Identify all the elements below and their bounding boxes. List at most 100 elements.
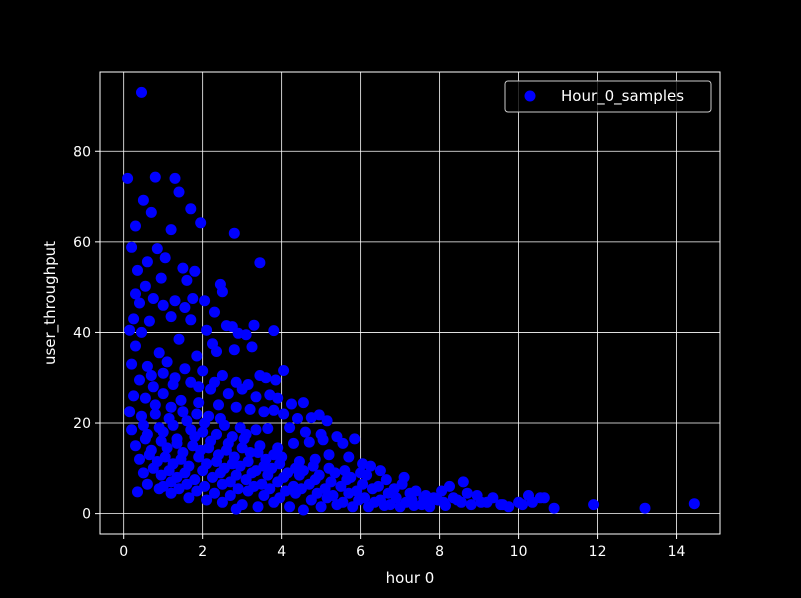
- data-point: [250, 424, 262, 436]
- x-tick-label: 10: [510, 544, 528, 560]
- data-point: [390, 492, 402, 504]
- data-point: [130, 440, 141, 452]
- data-point: [197, 426, 209, 438]
- data-point: [165, 224, 177, 236]
- data-point: [309, 474, 321, 486]
- data-point: [126, 424, 138, 436]
- data-point: [179, 363, 191, 375]
- data-point: [177, 406, 189, 418]
- data-point: [278, 365, 290, 376]
- data-point: [307, 460, 319, 472]
- data-point: [167, 419, 179, 431]
- data-point: [341, 474, 353, 486]
- data-point: [136, 86, 147, 98]
- data-point: [137, 419, 149, 431]
- data-point: [157, 299, 169, 311]
- data-point: [236, 383, 248, 395]
- data-point: [191, 408, 203, 420]
- y-tick-label: 0: [82, 507, 91, 523]
- data-point: [195, 217, 207, 229]
- data-point: [274, 458, 286, 470]
- data-point: [139, 280, 151, 292]
- data-points: [122, 86, 700, 516]
- data-point: [252, 447, 264, 458]
- data-point: [457, 476, 469, 488]
- data-point: [248, 319, 260, 331]
- data-point: [201, 324, 213, 336]
- data-point: [193, 397, 205, 409]
- data-point: [337, 437, 349, 449]
- data-point: [193, 451, 205, 463]
- data-point: [153, 347, 165, 359]
- data-point: [232, 327, 244, 339]
- legend: Hour_0_samples: [504, 80, 712, 113]
- data-point: [297, 397, 309, 409]
- data-point: [688, 498, 700, 510]
- data-point: [130, 220, 141, 232]
- data-point: [124, 406, 136, 418]
- data-point: [137, 194, 149, 206]
- data-point: [517, 499, 528, 511]
- data-point: [139, 433, 151, 445]
- legend-box: [504, 80, 712, 113]
- data-point: [126, 358, 138, 370]
- data-point: [461, 487, 473, 499]
- data-point: [280, 485, 292, 497]
- data-point: [244, 403, 256, 415]
- data-point: [209, 487, 220, 499]
- data-point: [295, 483, 307, 495]
- data-point: [258, 406, 270, 418]
- x-tick-label: 6: [356, 544, 365, 560]
- data-point: [137, 467, 149, 479]
- data-point: [260, 372, 272, 384]
- data-point: [268, 449, 280, 461]
- data-point: [270, 374, 282, 386]
- data-point: [214, 413, 226, 424]
- data-point: [220, 444, 232, 456]
- plot-frame: [99, 71, 721, 535]
- data-point: [143, 449, 155, 461]
- data-point: [145, 370, 157, 381]
- data-point: [141, 478, 153, 490]
- data-point: [139, 392, 151, 404]
- data-point: [155, 272, 167, 284]
- data-point: [230, 469, 242, 481]
- data-point: [209, 376, 220, 388]
- data-point: [588, 499, 600, 511]
- data-point: [293, 469, 305, 481]
- data-point: [323, 449, 335, 461]
- data-point: [165, 476, 177, 488]
- data-point: [193, 381, 205, 393]
- data-point: [155, 435, 167, 447]
- data-point: [134, 374, 145, 386]
- y-tick-label: 40: [73, 325, 91, 341]
- x-tick-label: 12: [589, 544, 607, 560]
- data-point: [288, 437, 299, 449]
- data-point: [134, 453, 145, 465]
- data-point: [232, 483, 244, 495]
- data-point: [339, 465, 351, 477]
- data-point: [422, 496, 434, 508]
- data-point: [374, 465, 386, 477]
- data-point: [299, 426, 311, 438]
- data-point: [228, 344, 240, 356]
- data-point: [292, 413, 303, 424]
- data-point: [359, 492, 371, 504]
- data-point: [444, 480, 455, 492]
- data-point: [246, 341, 258, 353]
- data-point: [323, 462, 335, 474]
- data-point: [214, 467, 226, 479]
- data-point: [197, 365, 209, 377]
- data-point: [343, 451, 355, 463]
- data-point: [130, 288, 141, 300]
- data-point: [159, 252, 171, 264]
- data-point: [165, 487, 177, 499]
- y-axis-ticks: 0 20 40 60 80: [73, 144, 100, 523]
- data-point: [179, 302, 191, 313]
- data-point: [143, 315, 155, 327]
- data-point: [246, 467, 258, 479]
- data-point: [122, 172, 134, 184]
- data-point: [175, 394, 187, 406]
- data-point: [380, 474, 392, 486]
